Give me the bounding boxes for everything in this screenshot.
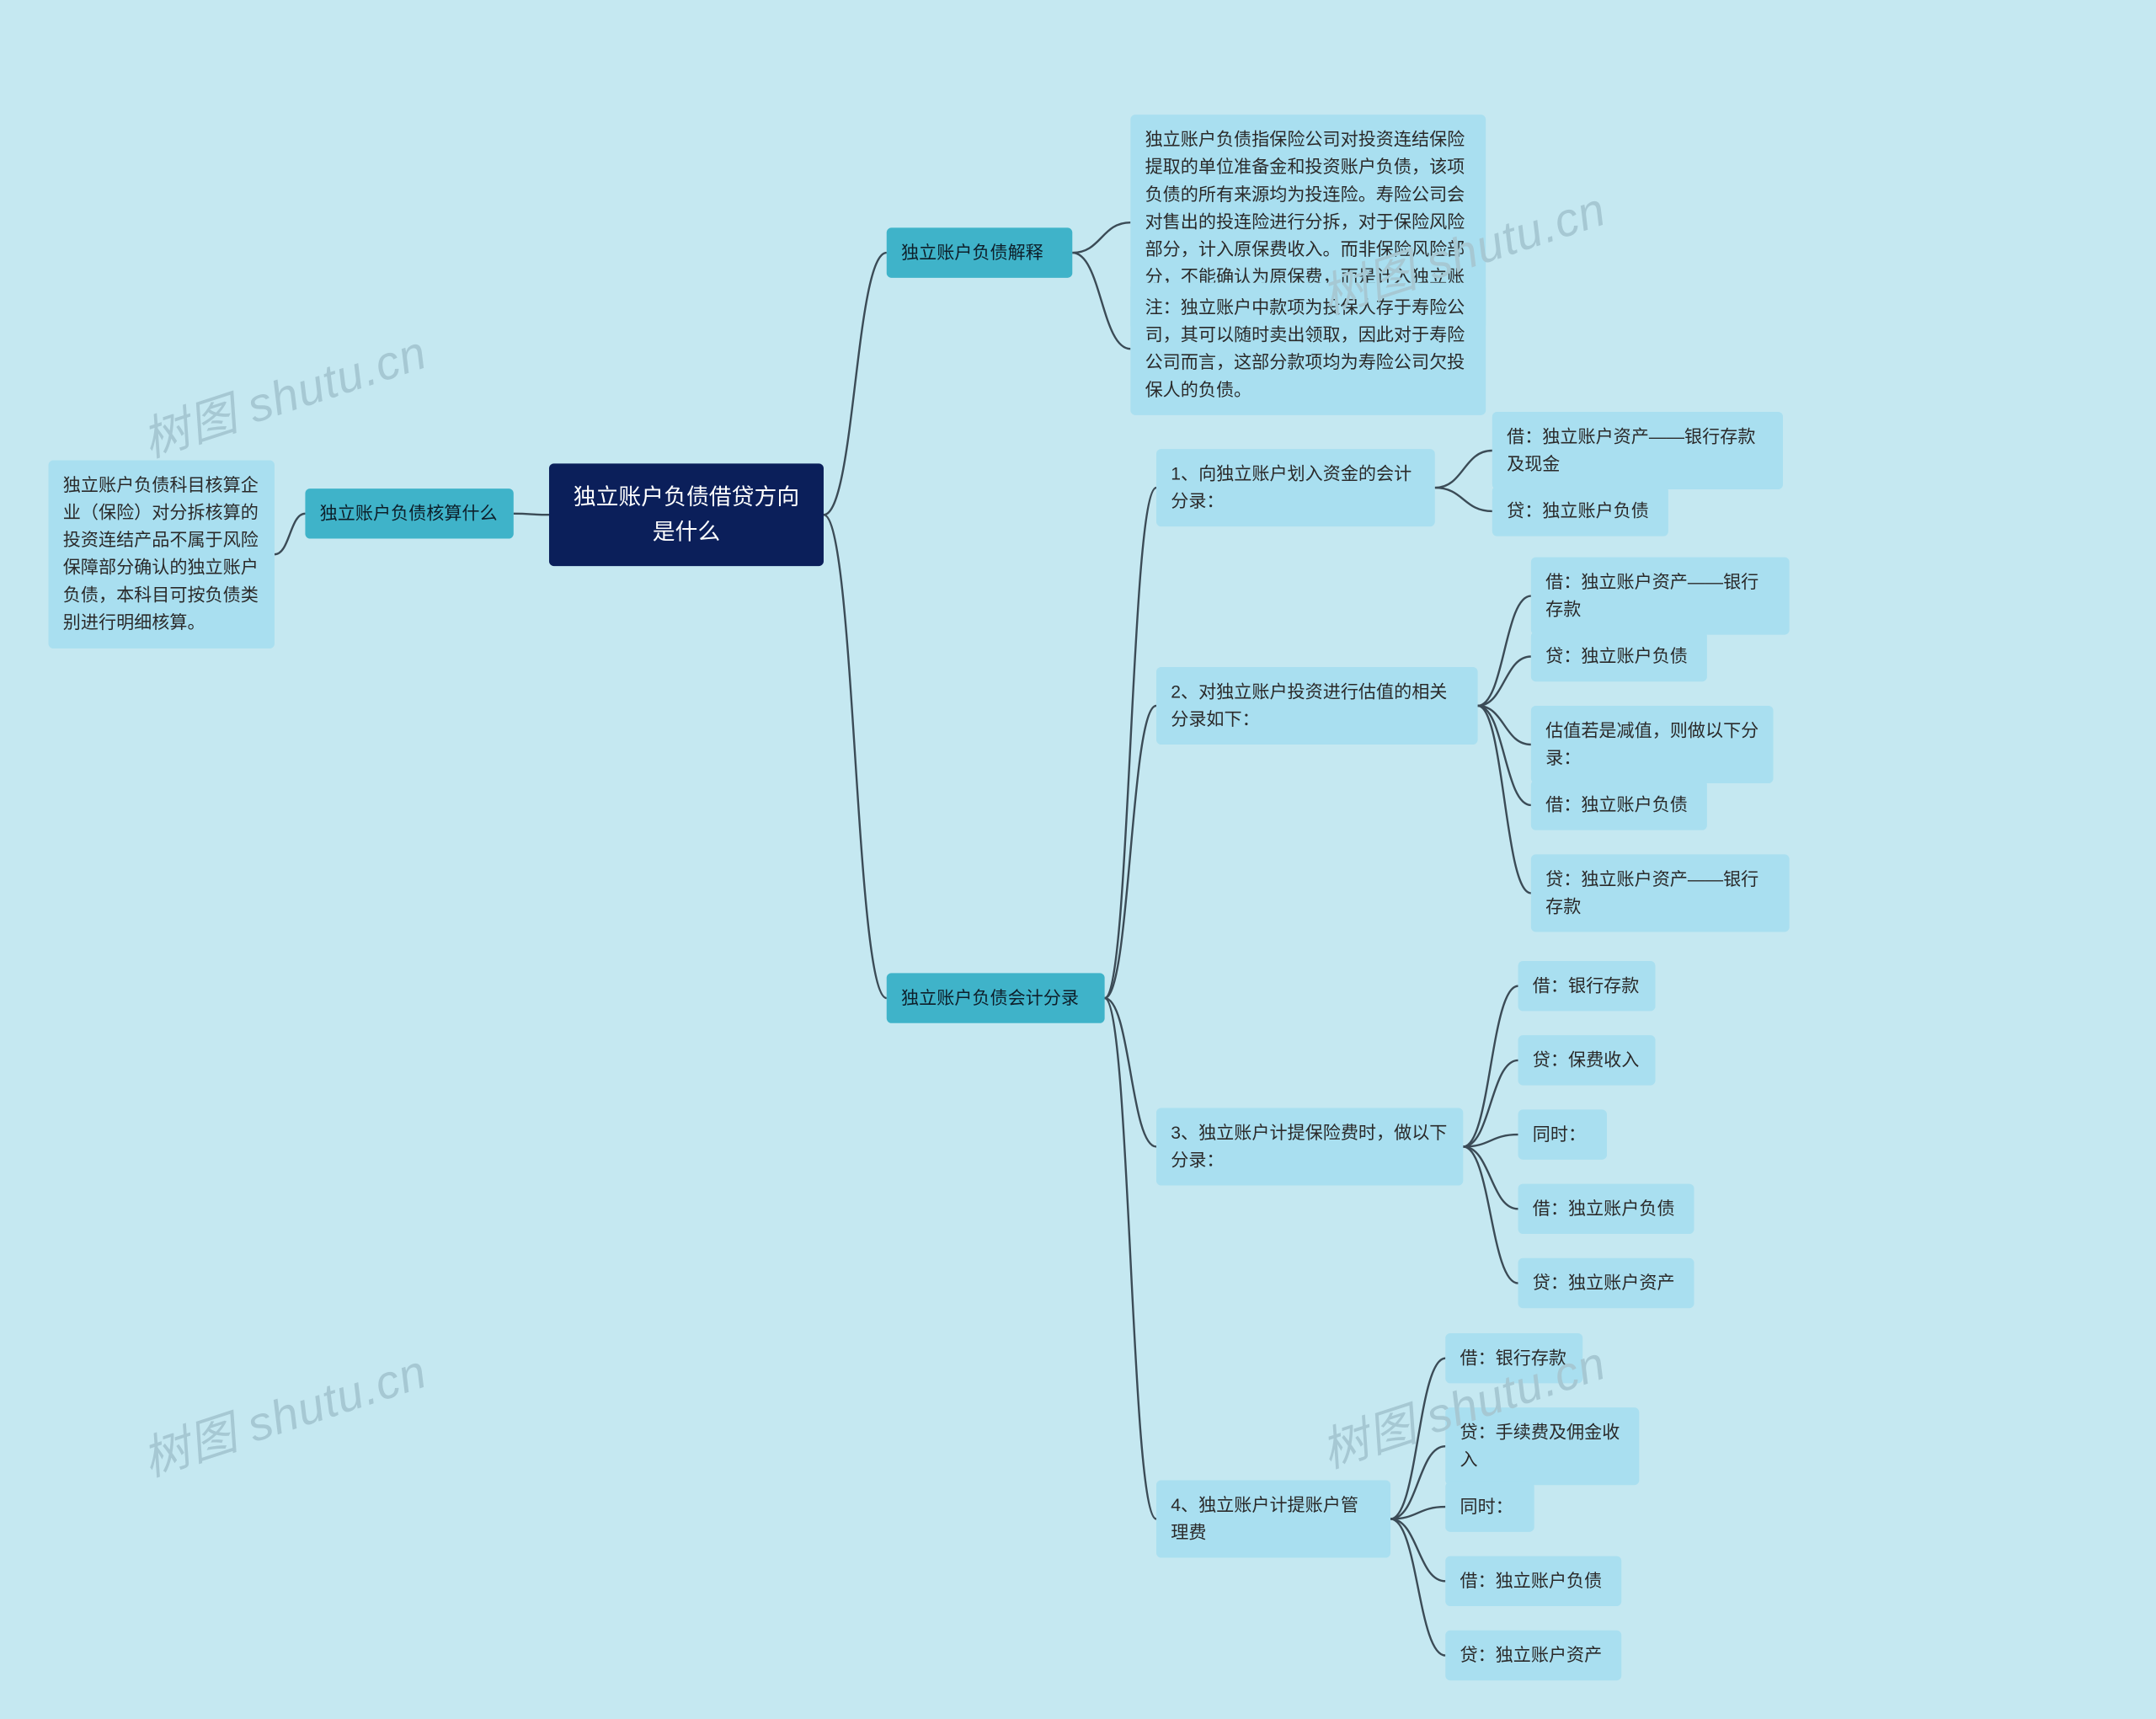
node-label: 贷：独立账户资产 xyxy=(1460,1642,1602,1669)
connector xyxy=(1390,1359,1445,1519)
connector xyxy=(1478,706,1531,893)
mindmap-node-r2[interactable]: 独立账户负债会计分录 xyxy=(887,973,1105,1023)
node-label: 借：独立账户负债 xyxy=(1460,1567,1602,1595)
connector xyxy=(1390,1519,1445,1655)
mindmap-node-root[interactable]: 独立账户负债借贷方向是什么 xyxy=(549,463,824,566)
mindmap-node-r1b[interactable]: 注：独立账户中款项为投保人存于寿险公司，其可以随时卖出领取，因此对于寿险公司而言… xyxy=(1130,283,1486,416)
node-label: 借：银行存款 xyxy=(1533,972,1640,1000)
mindmap-node-r2_1[interactable]: 1、向独立账户划入资金的会计分录： xyxy=(1156,449,1435,526)
node-label: 注：独立账户中款项为投保人存于寿险公司，其可以随时卖出领取，因此对于寿险公司而言… xyxy=(1145,294,1471,404)
connector xyxy=(1478,706,1531,805)
node-label: 借：独立账户资产——银行存款 xyxy=(1545,569,1774,623)
mindmap-node-r2_4d[interactable]: 借：独立账户负债 xyxy=(1445,1556,1621,1607)
connector xyxy=(824,253,887,515)
connector xyxy=(1072,222,1130,253)
mindmap-node-r2_4c[interactable]: 同时： xyxy=(1445,1481,1534,1532)
connector xyxy=(1435,451,1492,488)
mindmap-node-r2_3d[interactable]: 借：独立账户负债 xyxy=(1518,1184,1694,1235)
mindmap-node-r2_3e[interactable]: 贷：独立账户资产 xyxy=(1518,1258,1694,1309)
connector xyxy=(1478,596,1531,706)
mindmap-node-r2_2[interactable]: 2、对独立账户投资进行估值的相关分录如下： xyxy=(1156,667,1478,745)
node-label: 贷：保费收入 xyxy=(1533,1047,1640,1075)
mindmap-node-r2_3a[interactable]: 借：银行存款 xyxy=(1518,961,1656,1012)
node-label: 贷：独立账户资产——银行存款 xyxy=(1545,866,1774,921)
mindmap-node-r2_2b[interactable]: 贷：独立账户负债 xyxy=(1531,632,1707,682)
mindmap-node-r2_4[interactable]: 4、独立账户计提账户管理费 xyxy=(1156,1480,1390,1557)
connector xyxy=(1435,488,1492,511)
connector xyxy=(1390,1519,1445,1581)
mindmap-canvas: 独立账户负债借贷方向是什么 独立账户负债核算什么 独立账户负债科目核算企业（保险）对… xyxy=(0,0,2156,1719)
mindmap-node-r2_4e[interactable]: 贷：独立账户资产 xyxy=(1445,1631,1621,1681)
node-label: 同时： xyxy=(1460,1493,1513,1521)
node-label: 贷：手续费及佣金收入 xyxy=(1460,1419,1625,1474)
connector xyxy=(824,515,887,998)
node-label: 独立账户负债科目核算企业（保险）对分拆核算的投资连结产品不属于风险保障部分确认的… xyxy=(63,472,260,637)
connector xyxy=(1463,1134,1518,1146)
mindmap-node-left1[interactable]: 独立账户负债核算什么 xyxy=(305,488,513,539)
node-label: 估值若是减值，则做以下分录： xyxy=(1545,717,1758,771)
mindmap-node-r2_3b[interactable]: 贷：保费收入 xyxy=(1518,1035,1656,1086)
node-label: 独立账户负债解释 xyxy=(901,239,1043,267)
node-label: 借：独立账户负债 xyxy=(1545,792,1688,819)
connector xyxy=(1478,706,1531,745)
node-label: 贷：独立账户负债 xyxy=(1545,643,1688,670)
connector xyxy=(514,514,549,515)
mindmap-node-r2_3[interactable]: 3、独立账户计提保险费时，做以下分录： xyxy=(1156,1108,1463,1185)
node-label: 贷：独立账户负债 xyxy=(1507,498,1649,526)
mindmap-node-r2_3c[interactable]: 同时： xyxy=(1518,1109,1607,1160)
mindmap-node-r2_2a[interactable]: 借：独立账户资产——银行存款 xyxy=(1531,558,1790,635)
mindmap-node-r2_4a[interactable]: 借：银行存款 xyxy=(1445,1333,1582,1384)
node-label: 独立账户负债借贷方向是什么 xyxy=(570,480,803,550)
connector xyxy=(1463,1146,1518,1283)
connector xyxy=(1105,998,1156,1146)
mindmap-node-r2_2e[interactable]: 贷：独立账户资产——银行存款 xyxy=(1531,854,1790,932)
node-label: 4、独立账户计提账户管理费 xyxy=(1171,1492,1376,1546)
node-label: 借：银行存款 xyxy=(1460,1344,1566,1372)
mindmap-node-r2_1b[interactable]: 贷：独立账户负债 xyxy=(1492,486,1668,537)
mindmap-node-r2_2c[interactable]: 估值若是减值，则做以下分录： xyxy=(1531,706,1774,783)
node-label: 独立账户负债核算什么 xyxy=(320,499,498,527)
node-label: 3、独立账户计提保险费时，做以下分录： xyxy=(1171,1119,1449,1174)
node-label: 借：独立账户负债 xyxy=(1533,1195,1675,1223)
connector xyxy=(1072,253,1130,349)
connector xyxy=(1105,998,1156,1519)
connector xyxy=(1390,1446,1445,1519)
connector-layer xyxy=(0,0,2156,1719)
node-label: 2、对独立账户投资进行估值的相关分录如下： xyxy=(1171,678,1463,733)
node-label: 借：独立账户资产——银行存款及现金 xyxy=(1507,423,1769,478)
node-label: 1、向独立账户划入资金的会计分录： xyxy=(1171,461,1420,515)
connector xyxy=(1478,656,1531,705)
connector xyxy=(1463,986,1518,1147)
node-label: 独立账户负债会计分录 xyxy=(901,985,1079,1012)
node-label: 同时： xyxy=(1533,1121,1586,1149)
connector xyxy=(1463,1060,1518,1147)
mindmap-node-r2_4b[interactable]: 贷：手续费及佣金收入 xyxy=(1445,1407,1639,1485)
mindmap-node-r2_1a[interactable]: 借：独立账户资产——银行存款及现金 xyxy=(1492,412,1783,489)
connector xyxy=(1390,1507,1445,1519)
connector xyxy=(1105,488,1156,998)
connector xyxy=(1105,706,1156,998)
mindmap-node-left1a[interactable]: 独立账户负债科目核算企业（保险）对分拆核算的投资连结产品不属于风险保障部分确认的… xyxy=(49,461,275,649)
mindmap-node-r2_2d[interactable]: 借：独立账户负债 xyxy=(1531,780,1707,830)
connector xyxy=(1463,1146,1518,1209)
connector xyxy=(275,514,305,554)
mindmap-node-r1[interactable]: 独立账户负债解释 xyxy=(887,227,1073,278)
node-label: 贷：独立账户资产 xyxy=(1533,1269,1675,1297)
